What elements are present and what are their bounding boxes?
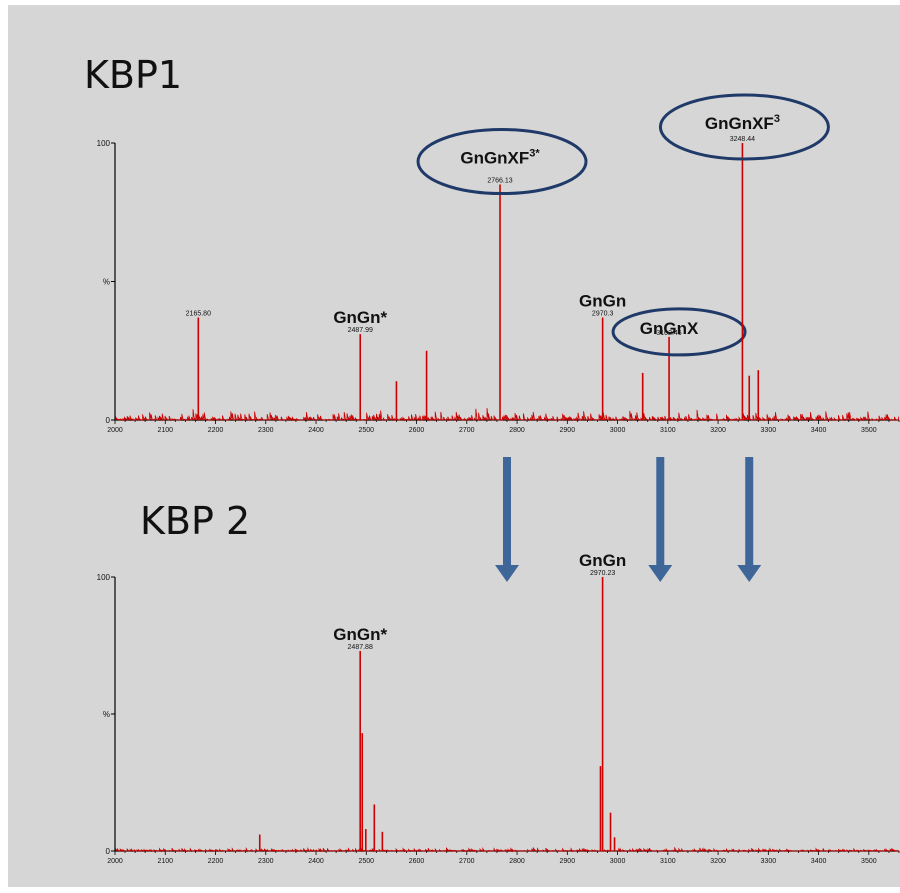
highlight-circle <box>416 128 588 196</box>
x-tick-label: 3300 <box>761 427 777 434</box>
x-tick-label: 2000 <box>107 427 123 434</box>
x-tick-label: 2100 <box>157 858 173 865</box>
x-tick-label: 2800 <box>509 427 525 434</box>
glycan-label: GnGn* <box>333 625 387 644</box>
x-tick-label: 3300 <box>761 858 777 865</box>
x-tick-label: 2300 <box>258 858 274 865</box>
x-tick-label: 2900 <box>560 427 576 434</box>
panel-title: KBP 2 <box>140 499 250 543</box>
spectrum-panel-2: KBP 2 0% 100 2000 2100 2200 2300 2400 2500 2600 27… <box>97 499 900 865</box>
x-tick-label: 3200 <box>710 427 726 434</box>
peak-mass-label: 2165.80 <box>186 311 211 318</box>
highlight-circle <box>611 307 747 357</box>
glycan-label: GnGn* <box>333 308 387 327</box>
peak-mass-label: 2970.3 <box>592 311 614 318</box>
peak-mass-label: 2766.13 <box>487 178 512 185</box>
figure-background <box>8 5 900 887</box>
down-arrow-icon <box>648 457 673 582</box>
glycan-label: GnGnXF3* <box>460 148 540 168</box>
x-tick-label: 3000 <box>610 427 626 434</box>
y-tick-label: 100 <box>97 573 111 582</box>
down-arrow-icon <box>495 457 519 582</box>
x-tick-label: 3000 <box>610 858 626 865</box>
down-arrow-icon <box>737 457 762 582</box>
x-tick-label: 3500 <box>861 858 877 865</box>
x-tick-label: 2700 <box>459 427 475 434</box>
x-tick-label: 3500 <box>861 427 877 434</box>
x-tick-label: 2400 <box>308 858 324 865</box>
y-tick-label: % <box>103 710 110 719</box>
glycan-label: GnGnX <box>640 319 699 338</box>
panel-title: KBP1 <box>84 53 182 97</box>
x-tick-label: 2100 <box>157 427 173 434</box>
glycan-label: GnGnXF3 <box>705 113 780 133</box>
x-tick-label: 3100 <box>660 858 676 865</box>
x-tick-label: 3400 <box>811 427 827 434</box>
x-tick-label: 2000 <box>107 858 123 865</box>
y-tick-label: 0 <box>106 416 111 425</box>
x-tick-label: 3100 <box>660 427 676 434</box>
y-tick-label: % <box>103 278 110 287</box>
x-tick-label: 2300 <box>258 427 274 434</box>
x-tick-label: 2500 <box>358 427 374 434</box>
peak-mass-label: 2487.88 <box>348 644 373 651</box>
spectrum-panel-1: KBP1 0% 100 2000 2100 2200 2300 2400 2500 2600 270… <box>84 53 900 434</box>
peak-mass-label: 2970.23 <box>590 570 615 577</box>
x-tick-label: 2800 <box>509 858 525 865</box>
x-tick-label: 2400 <box>308 427 324 434</box>
peak-mass-label: 2487.99 <box>348 327 373 334</box>
baseline-noise <box>115 846 899 853</box>
x-tick-label: 3400 <box>811 858 827 865</box>
x-tick-label: 3200 <box>710 858 726 865</box>
x-tick-label: 2700 <box>459 858 475 865</box>
glycan-label: GnGn <box>579 292 626 311</box>
y-tick-label: 100 <box>97 139 111 148</box>
x-tick-label: 2600 <box>409 427 425 434</box>
x-tick-label: 2500 <box>358 858 374 865</box>
x-tick-label: 2600 <box>409 858 425 865</box>
x-tick-label: 2200 <box>208 858 224 865</box>
x-tick-label: 2900 <box>560 858 576 865</box>
x-tick-label: 2200 <box>208 427 224 434</box>
baseline-noise <box>115 408 899 422</box>
glycan-label: GnGn <box>579 551 626 570</box>
peak-mass-label: 3248.44 <box>730 136 755 143</box>
y-tick-label: 0 <box>106 847 111 856</box>
peak-mass-label: 3102.46 <box>656 330 681 337</box>
highlight-circle <box>658 93 830 161</box>
